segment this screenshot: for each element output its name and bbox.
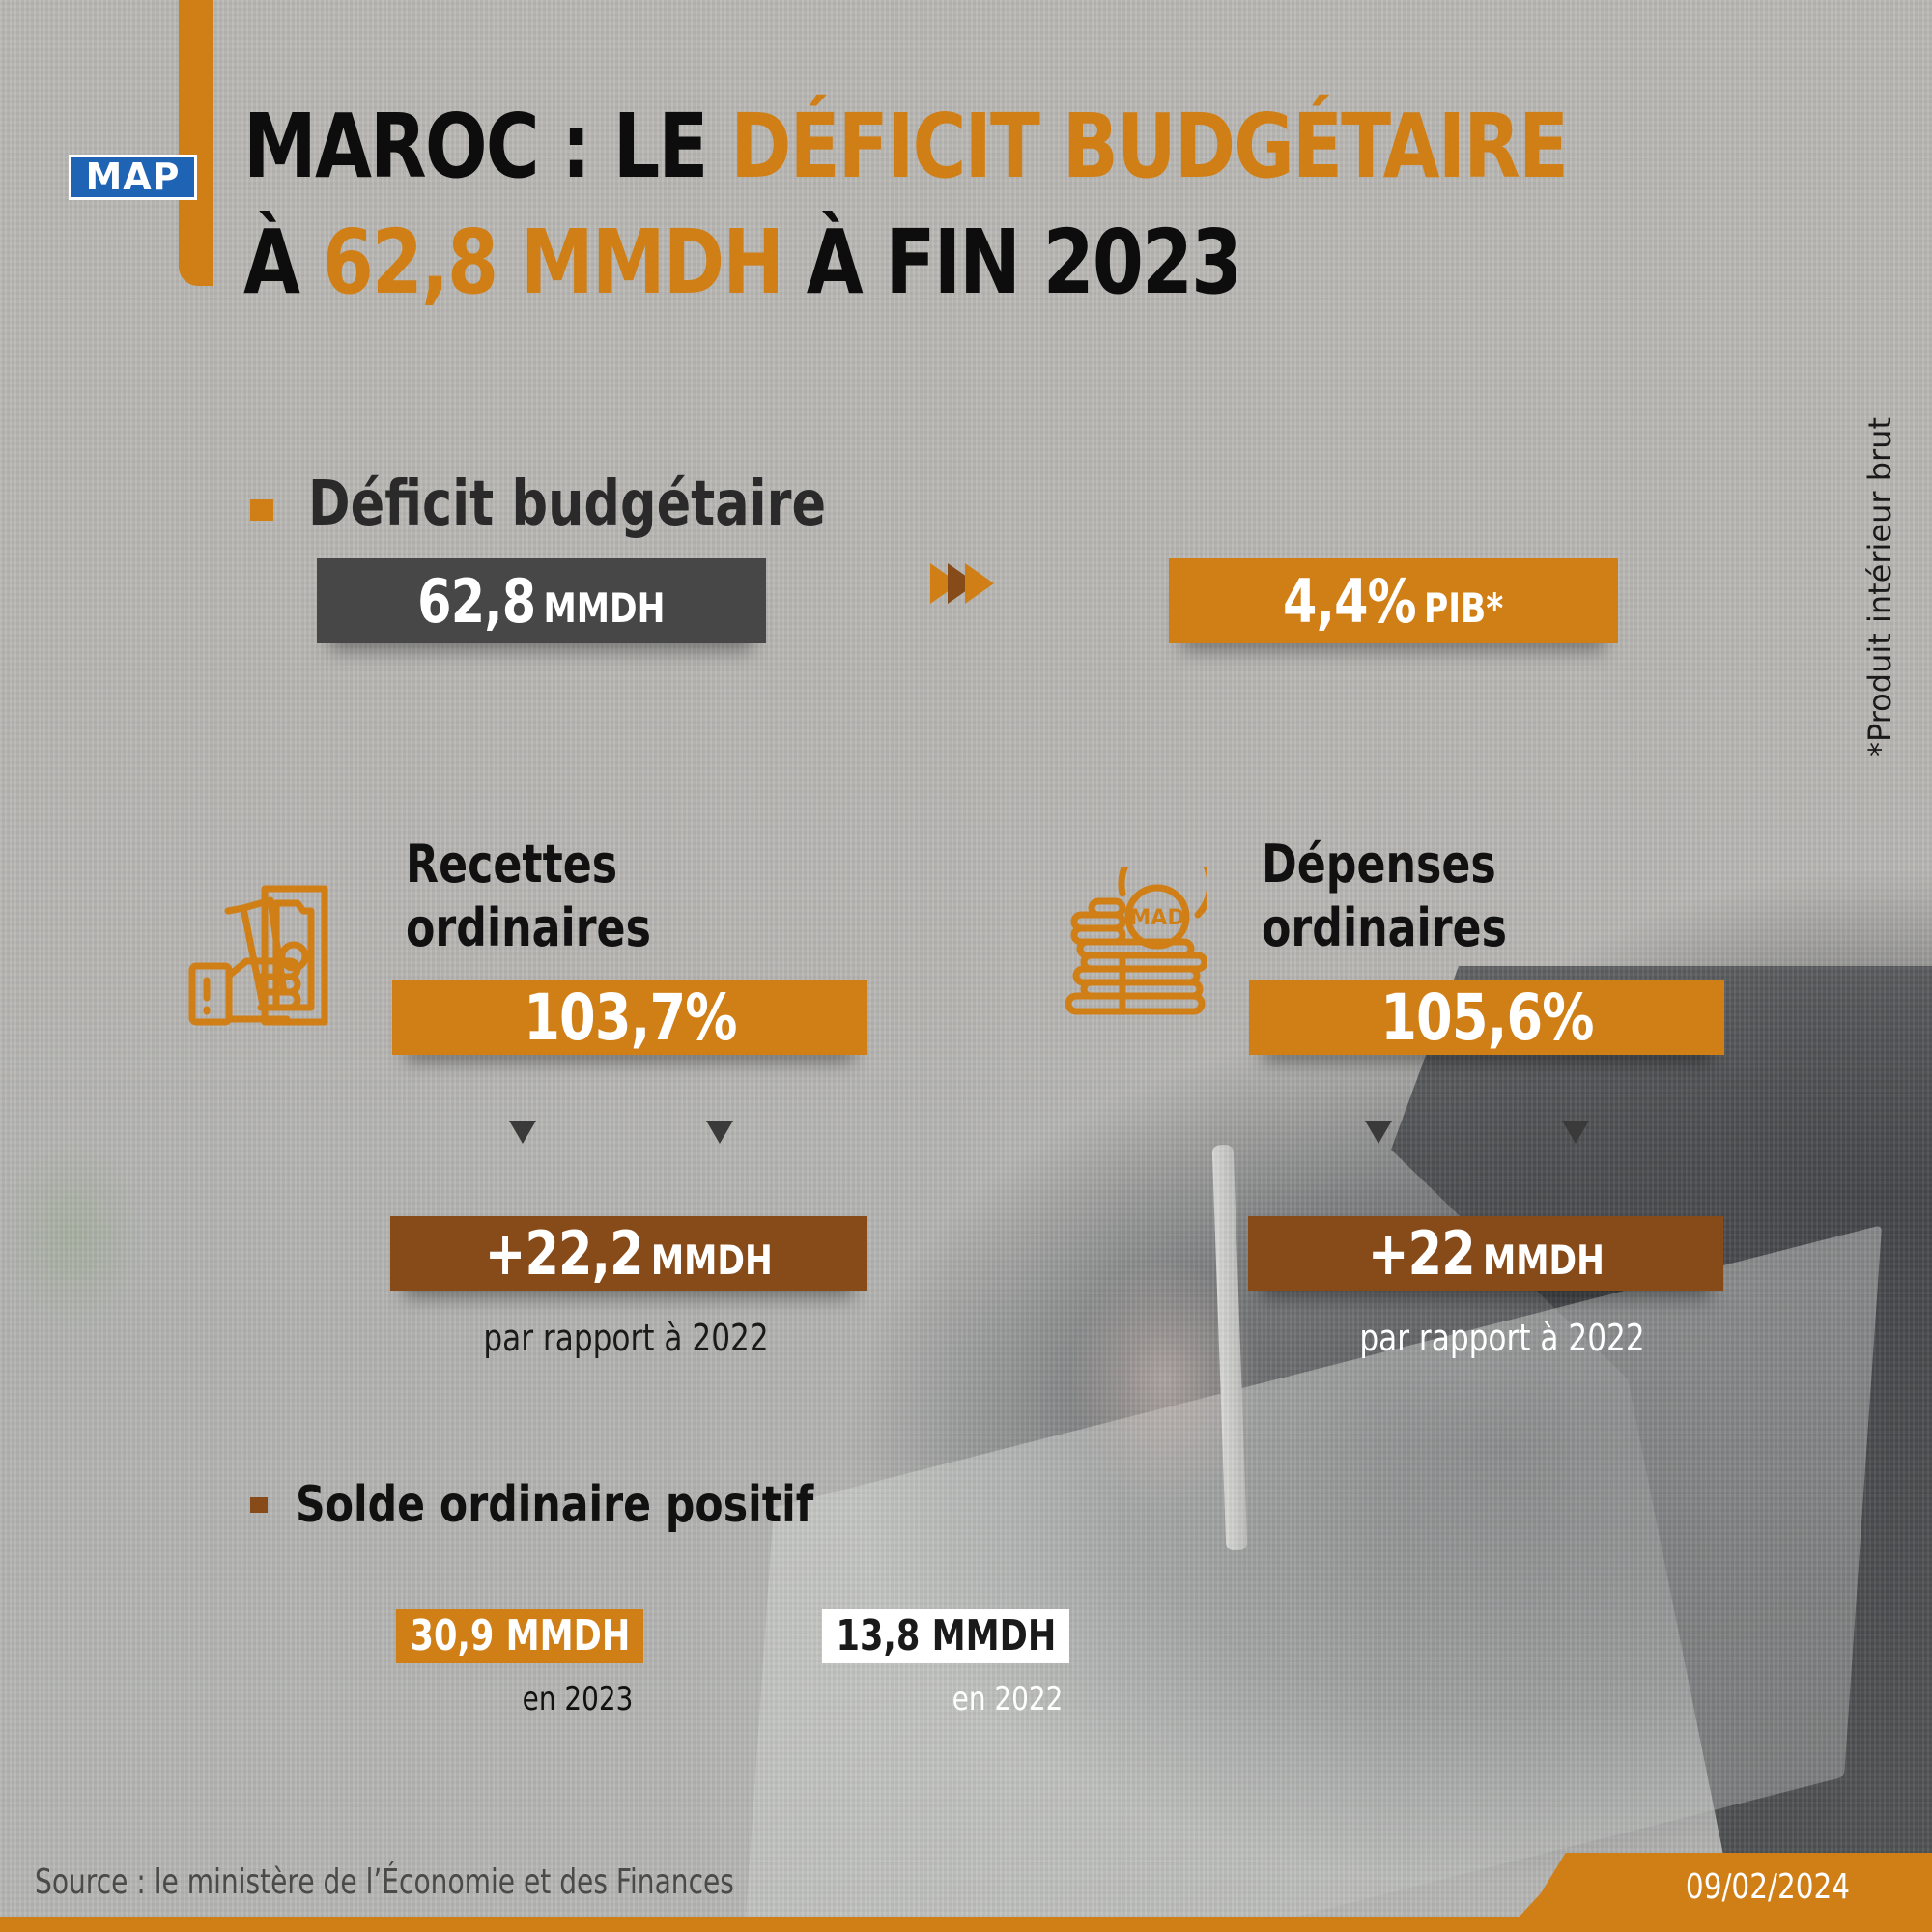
map-logo-text: MAP [71,157,194,197]
recettes-percent: 103,7% [523,980,737,1055]
background-document [735,1225,1883,1932]
down-arrow-icon [706,1121,733,1144]
page-title: MAROC : LE DÉFICIT BUDGÉTAIRE À 62,8 MMD… [243,89,1569,321]
recettes-percent-box: 103,7% [392,980,867,1055]
title-highlight-amount: 62,8 MMDH [322,211,784,314]
background-plant [0,1140,145,1333]
depenses-title: Dépenses ordinaires [1262,834,1507,958]
solde-2022-box: 13,8 MMDH [822,1609,1069,1663]
date-tab [1516,1853,1932,1920]
solde-2022-value: 13,8 MMDH [836,1611,1056,1661]
depenses-percent: 105,6% [1379,980,1594,1055]
recettes-change-value: +22,2 [484,1218,643,1289]
deficit-gdp-unit: PIB* [1424,583,1504,632]
recettes-title: Recettes ordinaires [406,834,651,958]
down-arrow-icon [1365,1121,1392,1144]
depenses-change-unit: MMDH [1482,1236,1605,1284]
deficit-amount-unit: MMDH [543,583,666,632]
deficit-gdp-box: 4,4% PIB* [1169,558,1618,643]
title-highlight-deficit: DÉFICIT BUDGÉTAIRE [730,95,1569,198]
bullet-square-icon [250,1497,268,1513]
recettes-change-note: par rapport à 2022 [483,1317,769,1359]
depenses-percent-box: 105,6% [1249,980,1724,1055]
down-arrow-icon [509,1121,536,1144]
recettes-change-box: +22,2 MMDH [390,1216,867,1291]
coin-stack-mad-icon: MAD [1065,867,1208,1015]
deficit-amount-value: 62,8 [417,565,536,637]
header-accent-bar [179,0,213,286]
deficit-amount-box: 62,8 MMDH [317,558,766,643]
title-line-1: MAROC : LE DÉFICIT BUDGÉTAIRE [243,95,1569,198]
gdp-footnote: *Produit intérieur brut [1861,416,1898,757]
solde-2022-label: en 2022 [952,1680,1064,1719]
svg-text:MAD: MAD [1129,906,1184,930]
depenses-change-box: +22 MMDH [1248,1216,1723,1291]
title-line-2: À 62,8 MMDH À FIN 2023 [243,211,1242,314]
footer-bar [0,1917,1932,1932]
solde-2023-value: 30,9 MMDH [410,1611,630,1661]
depenses-change-value: +22 [1367,1218,1475,1289]
depenses-change-note: par rapport à 2022 [1359,1317,1645,1359]
recettes-change-unit: MMDH [650,1236,773,1284]
down-arrow-icon [1562,1121,1589,1144]
deficit-heading: Déficit budgétaire [308,469,827,540]
double-chevron-right-icon [930,563,994,604]
hand-holding-money-icon [188,885,328,1026]
solde-2023-label: en 2023 [522,1680,634,1719]
source-text: Source : le ministère de l’Économie et d… [35,1862,734,1902]
solde-heading: Solde ordinaire positif [296,1476,814,1534]
bullet-square-icon [250,499,273,521]
map-logo: MAP [69,155,197,200]
publication-date: 09/02/2024 [1685,1867,1851,1907]
solde-2023-box: 30,9 MMDH [396,1609,643,1663]
deficit-gdp-value: 4,4% [1283,565,1417,637]
